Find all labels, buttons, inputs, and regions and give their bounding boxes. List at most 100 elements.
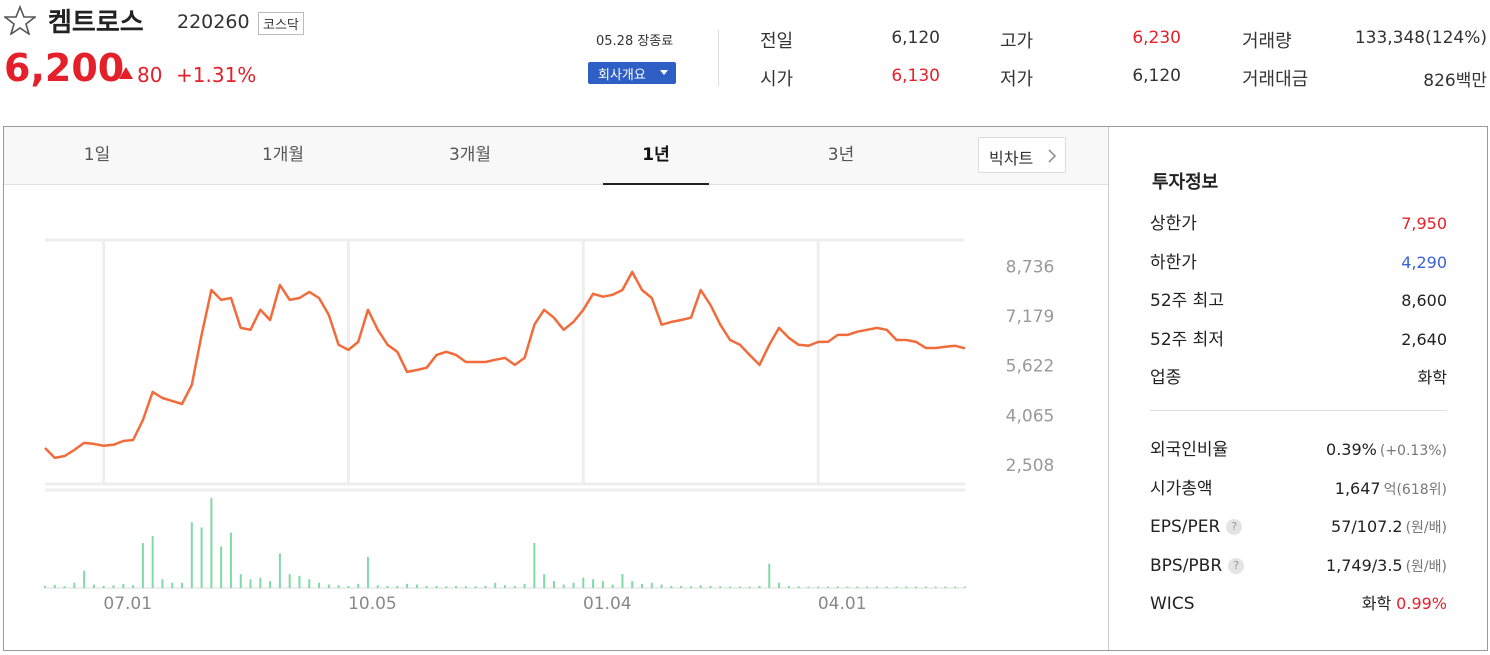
invest-value: 1,647	[1334, 478, 1381, 498]
volume-bar	[259, 577, 262, 588]
help-icon: ?	[1226, 519, 1243, 535]
volume-bar	[445, 586, 448, 588]
quote-value: 133,348(124%)	[1354, 28, 1487, 48]
tab-bar	[4, 127, 1108, 185]
volume-bar	[562, 584, 565, 588]
volume-bar	[63, 586, 66, 588]
volume-bar	[572, 582, 575, 588]
volume-bar	[729, 586, 732, 588]
invest-value-box: 1,749/3.5 (원/배)	[1326, 551, 1447, 582]
invest-value: 화학	[1417, 368, 1447, 387]
price-line	[44, 270, 966, 460]
invest-value-box: 화학 0.99%	[1362, 589, 1447, 619]
volume-bar	[680, 585, 683, 588]
chart-frame	[3, 126, 1488, 651]
volume-bar	[239, 574, 242, 588]
volume-bar	[53, 584, 56, 588]
change-percent: +1.31%	[176, 63, 257, 87]
invest-value: 1,749/3.5	[1325, 555, 1403, 575]
volume-bar	[699, 585, 702, 588]
invest-title: 투자정보	[1152, 172, 1219, 193]
volume-bar	[523, 583, 526, 588]
big-chart-label: 빅차트	[989, 149, 1034, 168]
volume-bar	[484, 585, 487, 588]
company-button-label: 회사개요	[598, 68, 646, 83]
volume-bar	[327, 584, 330, 588]
volume-bar	[533, 543, 536, 588]
stock-name: 켐트로스	[48, 8, 144, 38]
volume-bar	[787, 585, 790, 588]
volume-bar	[200, 527, 203, 588]
volume-bar	[415, 584, 418, 588]
volume-bar	[543, 574, 546, 588]
volume-bar	[318, 582, 321, 588]
volume-bar	[709, 585, 712, 588]
volume-bar	[846, 586, 849, 588]
favorite-star[interactable]	[4, 5, 36, 35]
invest-value-box: 4,290	[1401, 248, 1447, 278]
volume-bar	[102, 585, 105, 588]
quote-label: 거래대금	[1242, 69, 1309, 90]
invest-label: 외국인비율	[1150, 440, 1229, 460]
tab[interactable]: 1개월	[261, 145, 305, 165]
volume-bar	[337, 585, 340, 588]
volume-bar	[249, 579, 252, 588]
invest-label: 하한가	[1150, 252, 1197, 273]
volume-bar	[885, 586, 888, 588]
invest-label: 52주 최고	[1150, 291, 1224, 311]
volume-bar	[592, 579, 595, 588]
quote-value: 826백만	[1423, 71, 1487, 91]
invest-value: 4,290	[1401, 252, 1447, 272]
volume-bar	[464, 586, 467, 588]
volume-bar	[83, 570, 86, 588]
volume-bar	[934, 586, 937, 588]
volume-bar	[141, 543, 144, 588]
invest-row: WICS 화학 0.99%	[1150, 589, 1447, 619]
volume-bar	[944, 586, 947, 588]
tab[interactable]: 1일	[83, 145, 111, 165]
volume-bar	[44, 585, 46, 588]
volume-bar	[817, 586, 820, 588]
invest-value-box: 8,600	[1401, 286, 1447, 316]
volume-bar	[151, 536, 154, 588]
invest-label: EPS/PER	[1150, 517, 1221, 537]
x-tick-label: 07.01	[103, 594, 152, 614]
invest-row: BPS/PBR? 1,749/3.5 (원/배)	[1150, 551, 1447, 581]
y-tick-label: 2,508	[1006, 456, 1055, 476]
invest-row: 시가총액 1,647 억(618위)	[1150, 474, 1447, 504]
volume-bar	[807, 586, 810, 588]
volume-bar	[474, 586, 477, 588]
x-tick-label: 04.01	[818, 594, 867, 614]
market-badge: 코스닥	[258, 12, 304, 35]
volume-bar	[621, 574, 624, 588]
volume-bar	[406, 583, 409, 588]
invest-extra: 억(618위)	[1383, 481, 1447, 498]
invest-value-box: 2,640	[1401, 325, 1447, 355]
invest-value: 2,640	[1401, 329, 1447, 349]
tab[interactable]: 3년	[827, 145, 855, 165]
volume-bar	[552, 581, 555, 588]
volume-bar	[161, 579, 164, 588]
volume-bar	[915, 586, 918, 588]
volume-bar	[220, 546, 223, 588]
big-chart-button[interactable]: 빅차트	[978, 137, 1066, 173]
invest-row: 상한가 7,950	[1150, 209, 1447, 239]
company-button[interactable]: 회사개요	[588, 62, 676, 84]
help-icon: ?	[1228, 557, 1245, 574]
volume-bar	[719, 586, 722, 588]
volume-bar	[210, 498, 213, 588]
volume-bar	[308, 579, 311, 588]
tab[interactable]: 3개월	[448, 145, 492, 165]
y-tick-label: 4,065	[1006, 406, 1055, 426]
volume-bar	[435, 585, 438, 588]
invest-label: 52주 최저	[1150, 329, 1224, 350]
invest-value: 0.39%	[1326, 440, 1377, 459]
invest-row: 52주 최저 2,640	[1150, 325, 1447, 355]
quote-label: 저가	[1000, 69, 1034, 90]
tab[interactable]: 1년	[603, 127, 709, 185]
volume-bar	[347, 585, 350, 588]
invest-row: EPS/PER? 57/107.2 (원/배)	[1150, 512, 1447, 542]
invest-label: 시가총액	[1150, 478, 1213, 499]
invest-value-box: 7,950	[1401, 209, 1447, 239]
invest-label: 상한가	[1150, 214, 1197, 234]
